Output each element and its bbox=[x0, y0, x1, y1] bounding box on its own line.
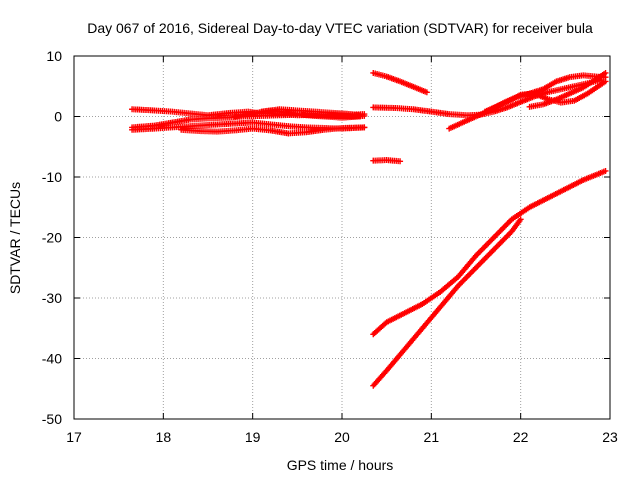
data-point-marker bbox=[602, 78, 609, 85]
data-point-marker bbox=[602, 167, 609, 174]
y-tick-label: -50 bbox=[42, 411, 62, 427]
x-tick-label: 18 bbox=[156, 429, 172, 445]
data-point-marker bbox=[397, 158, 404, 165]
x-axis-label: GPS time / hours bbox=[287, 457, 394, 473]
y-tick-label: -10 bbox=[42, 169, 62, 185]
data-point-marker bbox=[361, 124, 368, 131]
y-axis-label: SDTVAR / TECUs bbox=[7, 182, 23, 294]
y-tick-label: 10 bbox=[46, 48, 62, 64]
y-tick-label: -40 bbox=[42, 351, 62, 367]
x-tick-label: 23 bbox=[602, 429, 618, 445]
x-tick-label: 22 bbox=[513, 429, 529, 445]
x-tick-label: 21 bbox=[424, 429, 440, 445]
series-7 bbox=[370, 69, 430, 96]
y-tick-label: -30 bbox=[42, 290, 62, 306]
chart-title: Day 067 of 2016, Sidereal Day-to-day VTE… bbox=[87, 20, 593, 36]
data-series bbox=[129, 69, 609, 389]
x-tick-label: 19 bbox=[245, 429, 261, 445]
series-4 bbox=[178, 124, 368, 137]
data-point-marker bbox=[602, 69, 609, 76]
data-point-marker bbox=[517, 216, 524, 223]
series-14 bbox=[370, 216, 524, 389]
axis-ticks: 17 18 19 20 21 22 23 10 0 -10 -20 -30 -40 -50 bbox=[42, 48, 618, 445]
y-tick-label: -20 bbox=[42, 230, 62, 246]
series-13 bbox=[370, 167, 609, 338]
data-point-marker bbox=[356, 112, 363, 119]
x-tick-label: 20 bbox=[334, 429, 350, 445]
series-6 bbox=[258, 106, 363, 119]
series-12 bbox=[526, 69, 609, 110]
data-point-marker bbox=[423, 89, 430, 96]
x-tick-label: 17 bbox=[66, 429, 82, 445]
y-tick-label: 0 bbox=[54, 109, 62, 125]
series-8 bbox=[370, 157, 404, 165]
